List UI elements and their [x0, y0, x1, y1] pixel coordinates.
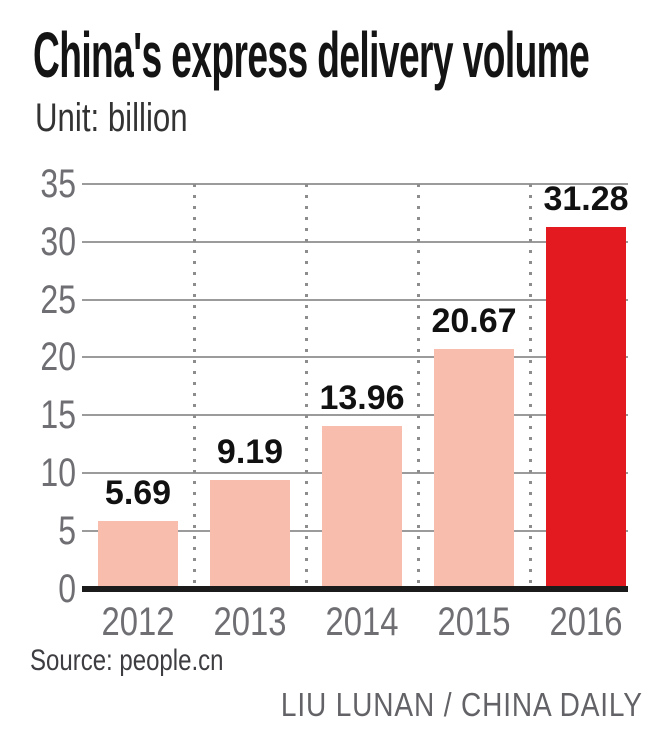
x-tick-label-2016: 2016	[549, 600, 623, 644]
value-label-2013: 9.19	[216, 433, 284, 472]
bar-2015	[434, 348, 514, 586]
x-tick-label-2012: 2012	[101, 600, 175, 644]
bar-2013	[210, 480, 290, 586]
dotted-separator-2	[304, 184, 308, 586]
y-tick-label-30: 30	[40, 219, 76, 264]
gridline-20	[82, 356, 628, 359]
y-tick-label-15: 15	[40, 393, 76, 438]
value-label-2016: 31.28	[543, 179, 629, 218]
gridline-25	[82, 298, 628, 301]
y-tick-label-35: 35	[40, 162, 76, 206]
value-label-2012: 5.69	[104, 473, 172, 512]
x-tick-label-2014: 2014	[325, 600, 399, 644]
gridline-15	[82, 414, 628, 417]
value-label-2015: 20.67	[431, 301, 517, 340]
bar-2016	[546, 226, 626, 586]
y-tick-label-25: 25	[40, 277, 76, 322]
y-tick-label-20: 20	[40, 335, 76, 380]
x-tick-label-2015: 2015	[437, 600, 511, 644]
dotted-separator-4	[528, 184, 532, 586]
y-tick-label-10: 10	[40, 451, 76, 496]
gridline-30	[82, 240, 628, 243]
value-label-2014: 13.96	[319, 378, 405, 417]
x-axis-baseline	[82, 586, 628, 592]
gridline-35	[82, 183, 628, 185]
y-tick-label-0: 0	[58, 566, 76, 611]
plot-area: 5.69 9.19 13.96 20.67 31.28	[82, 180, 629, 592]
dotted-separator-3	[416, 184, 420, 586]
bar-2012	[98, 520, 178, 586]
unit-label: Unit: billion	[35, 96, 188, 140]
source-note: Source: people.cn	[30, 644, 224, 677]
x-tick-label-2013: 2013	[213, 600, 287, 644]
dotted-separator-1	[192, 184, 196, 586]
y-tick-label-5: 5	[58, 508, 76, 553]
bar-2014	[322, 425, 402, 586]
chart-title: China's express delivery volume	[33, 19, 590, 91]
credit-byline: LIU LUNAN / CHINA DAILY	[281, 686, 643, 723]
